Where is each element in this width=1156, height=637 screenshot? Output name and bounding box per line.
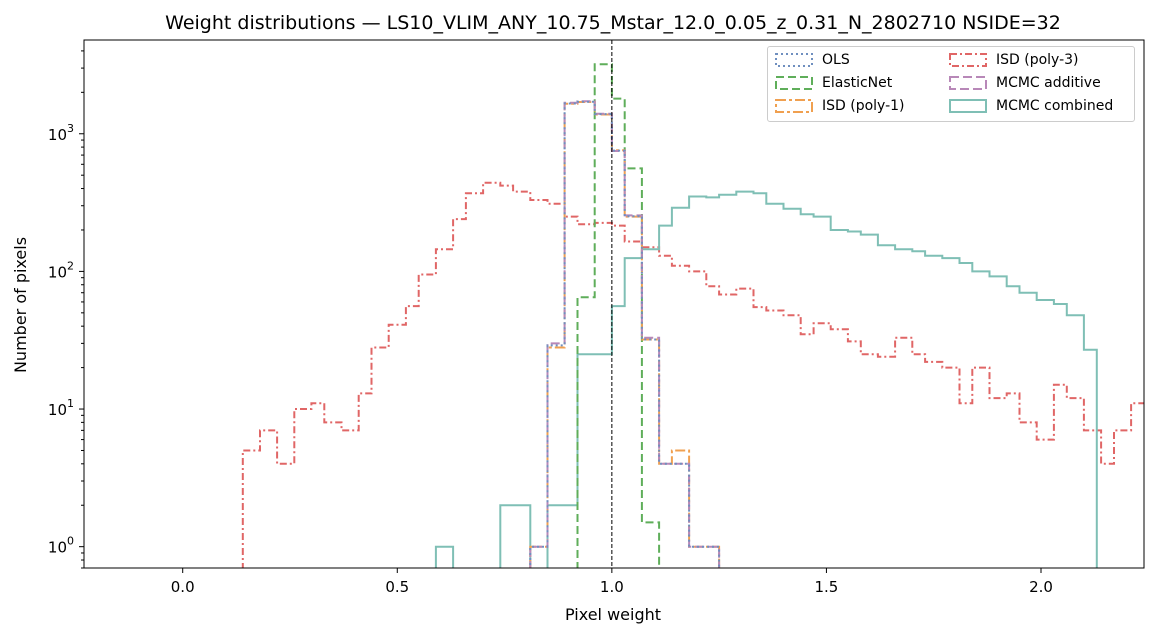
y-axis-ticks: 100 101 102 103 [48,50,84,569]
legend-swatch [949,99,987,113]
series-layer [241,63,1144,568]
legend-label: ElasticNet [822,75,893,91]
x-tick-label: 0.0 [171,578,195,596]
series-elasticnet-outline [576,63,661,568]
x-tick-label: 0.5 [385,578,409,596]
x-tick-label: 2.0 [1029,578,1053,596]
y-tick-label: 101 [48,397,74,419]
legend-item: OLS [774,49,850,71]
legend-item: ISD (poly-3) [948,49,1079,71]
x-axis-ticks: 0.0 0.5 1.0 1.5 2.0 [171,568,1053,596]
legend-swatch [775,76,813,90]
legend-swatch [949,76,987,90]
x-tick-label: 1.5 [814,578,838,596]
legend-label: MCMC additive [996,75,1101,91]
x-tick-label: 1.0 [600,578,624,596]
y-tick-label: 100 [48,535,74,557]
y-tick-label: 102 [48,259,74,281]
series-isd-poly-3-outline [241,181,1144,568]
legend-item: MCMC additive [948,72,1101,94]
legend-swatch [949,53,987,67]
chart-title: Weight distributions — LS10_VLIM_ANY_10.… [165,12,1061,34]
y-axis-label: Number of pixels [11,237,30,373]
series-isd-poly-1-outline [529,101,721,568]
plot-frame [83,39,1145,569]
legend-label: ISD (poly-3) [996,52,1079,68]
legend-item: MCMC combined [948,95,1113,117]
y-tick-label: 103 [48,122,74,144]
series-mcmc-combined-outline [434,190,1098,568]
legend: OLS ISD (poly-3) ElasticNet MCMC additive IS… [767,46,1135,122]
legend-label: ISD (poly-1) [822,98,905,114]
legend-swatch [775,99,813,113]
legend-swatch [775,53,813,67]
legend-label: MCMC combined [996,98,1114,114]
x-axis-label: Pixel weight [565,605,661,624]
legend-item: ElasticNet [774,72,892,94]
legend-item: ISD (poly-1) [774,95,905,117]
legend-label: OLS [822,52,850,68]
series-ols-outline [529,100,721,568]
